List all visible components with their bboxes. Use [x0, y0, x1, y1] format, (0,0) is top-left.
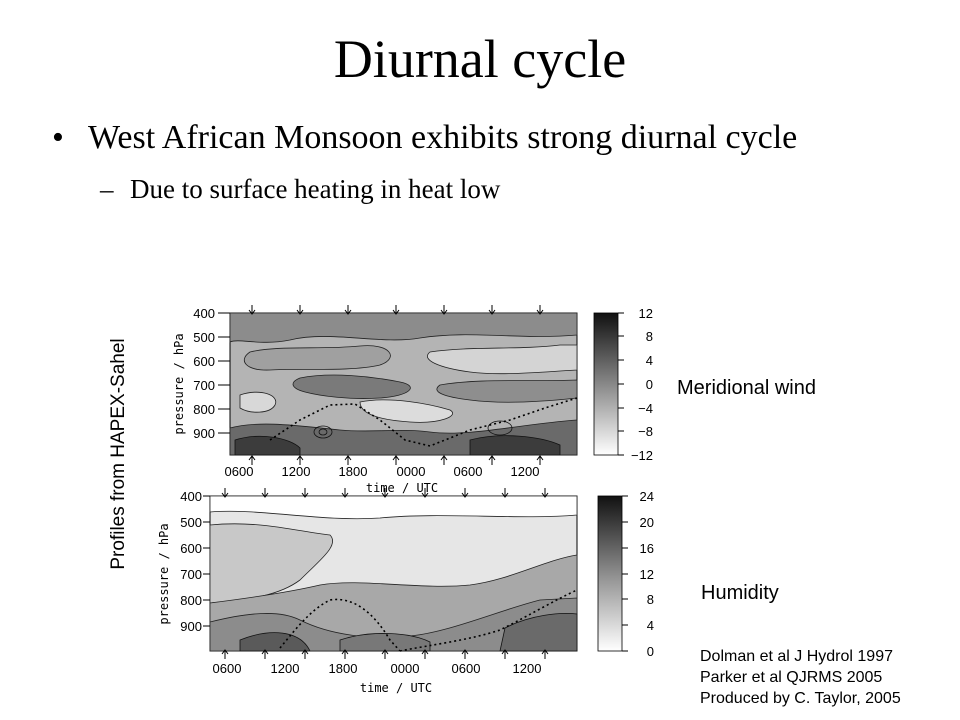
references: Dolman et al J Hydrol 1997 Parker et al … [700, 646, 901, 709]
wind-ytick: 600 [193, 354, 215, 369]
humidity-xtick: 0000 [391, 661, 420, 676]
reference-line: Dolman et al J Hydrol 1997 [700, 648, 893, 665]
wind-top-arrows [248, 305, 544, 315]
wind-colorbar-tick: 12 [639, 306, 653, 321]
humidity-colorbar-tick: 12 [640, 567, 654, 582]
humidity-bottom-arrows [221, 649, 549, 659]
wind-ytick: 500 [193, 330, 215, 345]
wind-plot-area [229, 312, 578, 456]
humidity-ytick: 500 [180, 515, 202, 530]
humidity-caption: Humidity [701, 582, 779, 604]
humidity-colorbar-tick: 8 [647, 592, 654, 607]
wind-colorbar-tick: −12 [631, 448, 653, 463]
humidity-xlabel: time / UTC [360, 681, 432, 695]
wind-xticks: 0600 1200 1800 0000 0600 1200 [225, 464, 540, 479]
wind-axes [218, 312, 230, 434]
wind-bottom-arrows [248, 455, 544, 465]
humidity-xtick: 0600 [452, 661, 481, 676]
wind-colorbar-tick: −4 [638, 401, 653, 416]
wind-xlabel: time / UTC [366, 481, 438, 495]
wind-xtick: 1200 [511, 464, 540, 479]
wind-caption: Meridional wind [677, 377, 816, 399]
humidity-colorbar: 24 20 16 12 8 4 0 [597, 489, 654, 659]
reference-line: Produced by C. Taylor, 2005 [700, 690, 901, 707]
humidity-colorbar-tick: 0 [647, 644, 654, 659]
bullet-text: West African Monsoon exhibits strong diu… [88, 119, 798, 156]
wind-xtick: 0000 [397, 464, 426, 479]
humidity-plot-area [209, 495, 578, 652]
wind-ylabel: pressure / hPa [172, 333, 186, 434]
humidity-colorbar-tick: 16 [640, 541, 654, 556]
wind-ytick: 900 [193, 426, 215, 441]
humidity-colorbar-tick: 20 [640, 515, 654, 530]
humidity-axes [203, 495, 210, 627]
wind-ytick: 400 [193, 306, 215, 321]
sub-bullet-item: – Due to surface heating in heat low [100, 172, 500, 206]
humidity-xtick: 1800 [329, 661, 358, 676]
humidity-ytick: 800 [180, 593, 202, 608]
humidity-ytick: 700 [180, 567, 202, 582]
wind-colorbar-tick: 0 [646, 377, 653, 392]
wind-xtick: 1200 [282, 464, 311, 479]
wind-xtick: 0600 [454, 464, 483, 479]
humidity-ytick: 900 [180, 619, 202, 634]
wind-ytick: 800 [193, 402, 215, 417]
humidity-ytick: 400 [180, 489, 202, 504]
humidity-ytick: 600 [180, 541, 202, 556]
reference-line: Parker et al QJRMS 2005 [700, 669, 883, 686]
wind-colorbar-tick: −8 [638, 424, 653, 439]
bullet-item: • West African Monsoon exhibits strong di… [52, 118, 797, 158]
bullet-marker: • [52, 119, 64, 156]
humidity-xtick: 1200 [271, 661, 300, 676]
humidity-xticks: 0600 1200 1800 0000 0600 1200 [213, 661, 542, 676]
humidity-colorbar-tick: 4 [647, 618, 654, 633]
humidity-colorbar-tick: 24 [640, 489, 654, 504]
wind-colorbar-tick: 8 [646, 329, 653, 344]
humidity-xtick: 0600 [213, 661, 242, 676]
wind-ytick: 700 [193, 378, 215, 393]
wind-colorbar-tick: 4 [646, 353, 653, 368]
sub-bullet-text: Due to surface heating in heat low [130, 174, 501, 204]
wind-yticks: 400 500 600 700 800 900 [193, 306, 215, 441]
humidity-yticks: 400 500 600 700 800 900 [180, 489, 202, 634]
slide-title: Diurnal cycle [333, 29, 627, 89]
wind-xtick: 0600 [225, 464, 254, 479]
sub-bullet-marker: – [100, 174, 114, 204]
humidity-xtick: 1200 [513, 661, 542, 676]
humidity-top-arrows [221, 488, 549, 498]
wind-colorbar: 12 8 4 0 −4 −8 −12 [593, 306, 653, 463]
humidity-ylabel: pressure / hPa [157, 523, 171, 624]
wind-xtick: 1800 [339, 464, 368, 479]
